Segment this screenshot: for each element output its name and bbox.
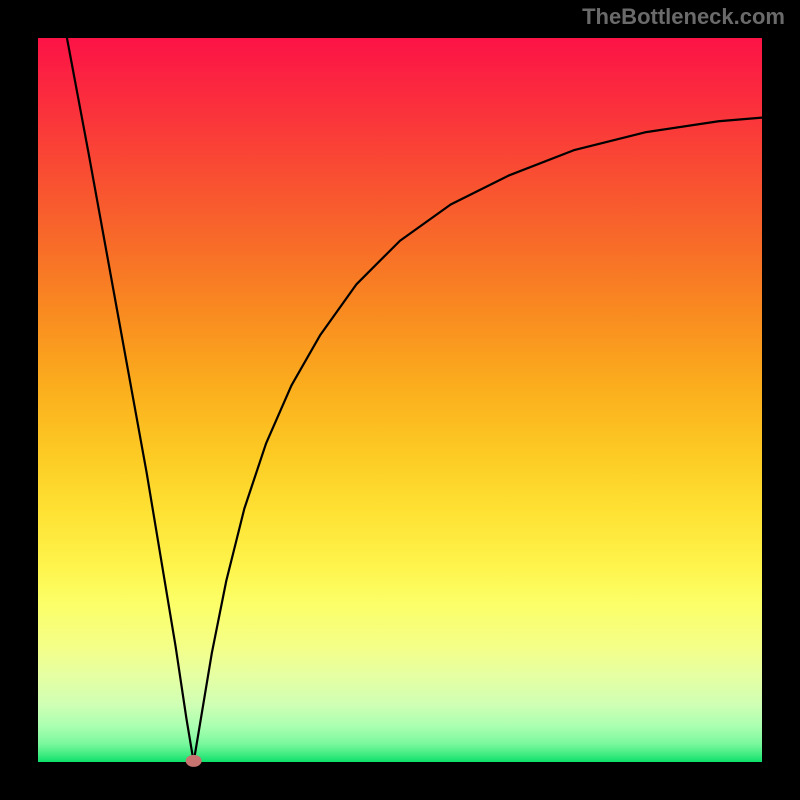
optimal-point-marker (186, 755, 202, 767)
plot-background (38, 38, 762, 762)
attribution-text: TheBottleneck.com (582, 4, 785, 29)
